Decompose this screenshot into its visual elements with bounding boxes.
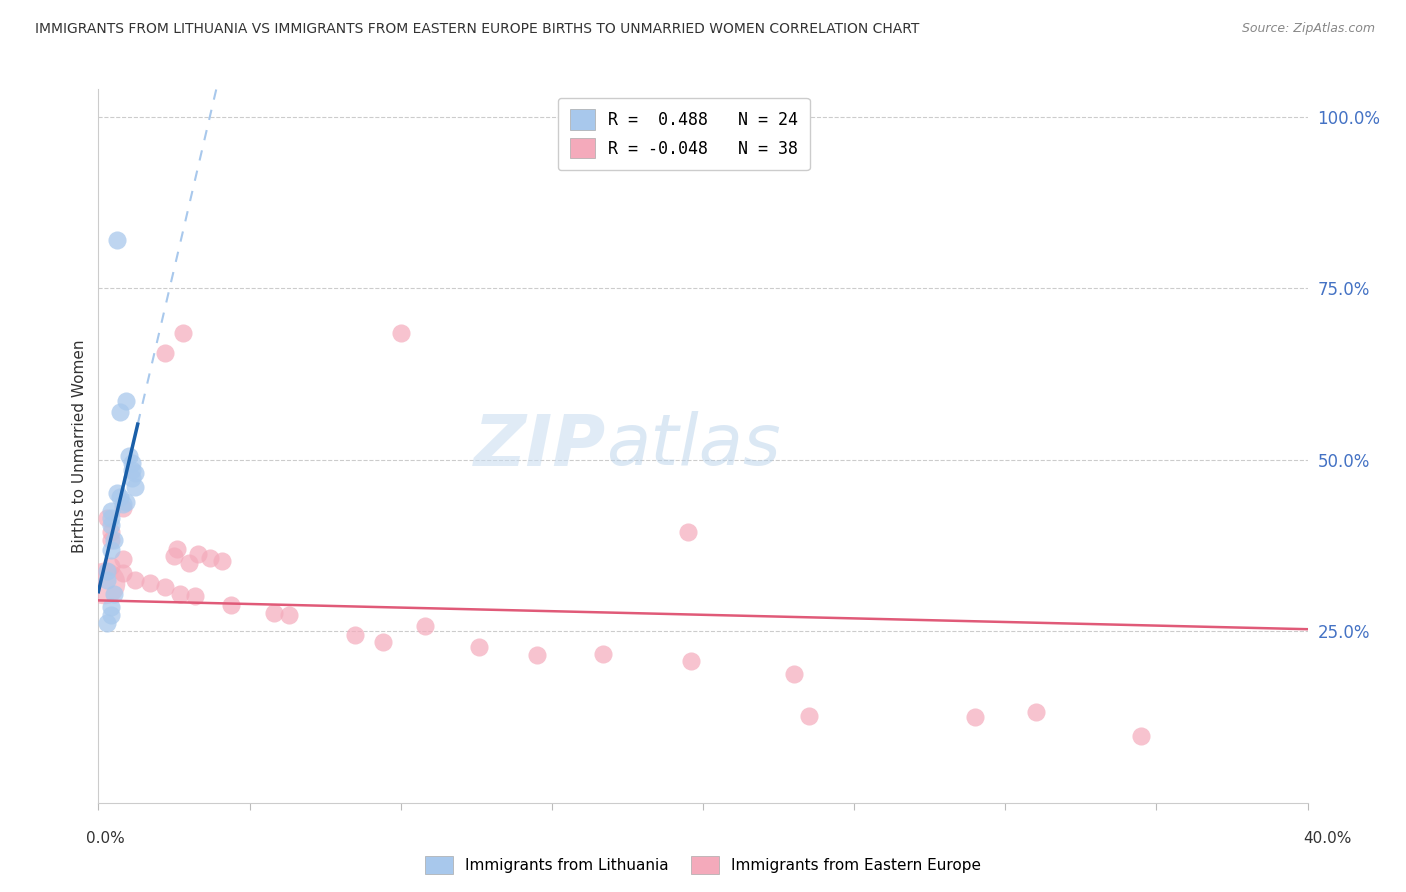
Point	[100, 559, 122, 574]
Text: IMMIGRANTS FROM LITHUANIA VS IMMIGRANTS FROM EASTERN EUROPE BIRTHS TO UNMARRIED : IMMIGRANTS FROM LITHUANIA VS IMMIGRANTS …	[35, 22, 920, 37]
Point	[100, 517, 122, 532]
Point	[797, 708, 820, 723]
Point	[96, 511, 118, 525]
Y-axis label: Births to Unmarried Women: Births to Unmarried Women	[72, 339, 87, 553]
Text: atlas: atlas	[606, 411, 780, 481]
Point	[100, 524, 122, 539]
Point	[100, 600, 122, 615]
Point	[211, 554, 233, 568]
Point	[100, 511, 122, 525]
Point	[1130, 729, 1153, 743]
Point	[105, 485, 128, 500]
Point	[103, 533, 125, 547]
Point	[124, 573, 146, 587]
Point	[468, 640, 491, 654]
Point	[200, 550, 222, 565]
Point	[103, 586, 125, 600]
Point	[118, 450, 141, 464]
Point	[111, 497, 134, 511]
Point	[172, 326, 194, 340]
Point	[153, 580, 176, 594]
Point	[676, 524, 699, 539]
Point	[111, 552, 134, 566]
Point	[105, 233, 128, 247]
Legend: Immigrants from Lithuania, Immigrants from Eastern Europe: Immigrants from Lithuania, Immigrants fr…	[419, 850, 987, 880]
Point	[163, 549, 186, 563]
Point	[153, 346, 176, 360]
Point	[114, 394, 136, 409]
Point	[108, 491, 131, 505]
Point	[526, 648, 548, 663]
Point	[100, 608, 122, 623]
Point	[187, 548, 209, 562]
Text: 0.0%: 0.0%	[86, 831, 125, 846]
Text: 40.0%: 40.0%	[1303, 831, 1351, 846]
Point	[121, 456, 143, 470]
Text: ZIP: ZIP	[474, 411, 606, 481]
Point	[413, 619, 436, 633]
Point	[100, 533, 122, 547]
Point	[124, 480, 146, 494]
Legend: R =  0.488   N = 24, R = -0.048   N = 38: R = 0.488 N = 24, R = -0.048 N = 38	[558, 97, 810, 169]
Point	[169, 586, 191, 600]
Point	[184, 589, 207, 603]
Point	[277, 608, 299, 623]
Point	[121, 463, 143, 477]
Point	[93, 576, 115, 591]
Point	[166, 541, 188, 556]
Point	[100, 543, 122, 558]
Point	[179, 556, 201, 570]
Point	[96, 564, 118, 578]
Point	[679, 654, 702, 668]
Point	[371, 634, 394, 648]
Point	[121, 471, 143, 485]
Point	[783, 666, 806, 681]
Point	[592, 647, 614, 661]
Point	[263, 606, 285, 620]
Point	[108, 405, 131, 419]
Point	[221, 598, 243, 612]
Point	[139, 576, 162, 591]
Point	[96, 615, 118, 630]
Point	[111, 566, 134, 580]
Point	[965, 710, 987, 724]
Point	[124, 467, 146, 481]
Point	[100, 504, 122, 518]
Point	[96, 573, 118, 587]
Point	[344, 628, 367, 642]
Point	[111, 500, 134, 515]
Point	[1024, 705, 1046, 719]
Point	[114, 495, 136, 509]
Text: Source: ZipAtlas.com: Source: ZipAtlas.com	[1241, 22, 1375, 36]
Point	[389, 326, 412, 340]
